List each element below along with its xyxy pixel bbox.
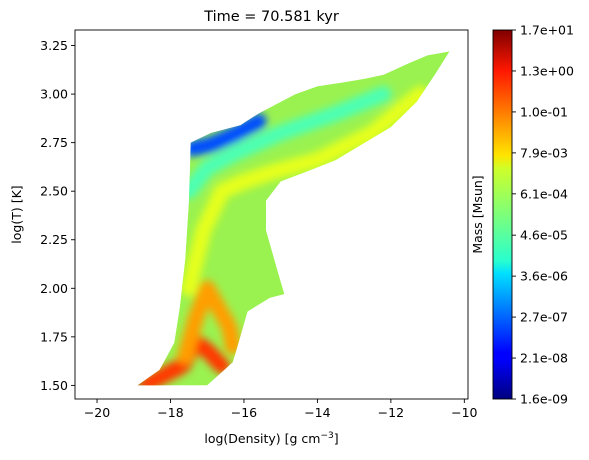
plot-frame — [74, 29, 469, 400]
colorbar: 1.6e-09 2.1e-08 2.7e-07 3.6e-06 4.6e-05 6.1e-… — [470, 23, 574, 407]
x-axis-label-exponent: −3 — [320, 431, 333, 441]
intensity-ridge — [177, 280, 241, 365]
colorbar-ticks: 1.6e-09 2.1e-08 2.7e-07 3.6e-06 4.6e-05 6.1e-… — [512, 23, 574, 407]
y-tick-label: 3.00 — [40, 87, 68, 102]
intensity-ridge — [184, 113, 267, 157]
x-axis-label-main: log(Density) [g cm — [204, 431, 320, 446]
colorbar-tick-label: 1.7e+01 — [520, 23, 574, 38]
colorbar-tick-label: 4.6e-05 — [520, 228, 568, 243]
colorbar-tick-label: 2.1e-08 — [520, 351, 568, 366]
intensity-ridge — [180, 86, 392, 200]
x-axis-label-close: ] — [334, 431, 339, 446]
colorbar-tick-label: 6.1e-04 — [520, 186, 568, 201]
y-tick-label: 2.50 — [40, 184, 68, 199]
x-tick-label: −12 — [378, 405, 404, 420]
y-axis: 1.50 1.75 2.00 2.25 2.50 2.75 3.00 3.25 — [40, 38, 75, 393]
colorbar-gradient — [492, 29, 513, 400]
y-tick-label: 2.75 — [40, 135, 68, 150]
colorbar-tick-label: 1.6e-09 — [520, 392, 568, 407]
x-axis-label: log(Density) [g cm−3] — [204, 431, 338, 446]
x-tick-label: −20 — [84, 405, 110, 420]
colorbar-label: Mass [Msun] — [470, 175, 485, 253]
x-axis: −20 −18 −16 −14 −12 −10 — [84, 399, 478, 420]
y-tick-label: 2.25 — [40, 232, 68, 247]
colorbar-tick-label: 2.7e-07 — [520, 310, 568, 325]
colorbar-tick-label: 1.0e-01 — [520, 104, 568, 119]
intensity-ridge — [180, 86, 429, 297]
colorbar-tick-label: 3.6e-06 — [520, 269, 568, 284]
y-tick-label: 1.75 — [40, 329, 68, 344]
colorbar-tick-label: 1.3e+00 — [520, 63, 574, 78]
x-tick-label: −18 — [157, 405, 183, 420]
y-tick-label: 2.00 — [40, 281, 68, 296]
phase-density-region — [137, 51, 450, 386]
colorbar-tick-label: 7.9e-03 — [520, 145, 568, 160]
x-tick-label: −16 — [231, 405, 257, 420]
chart-title: Time = 70.581 kyr — [203, 9, 339, 25]
y-tick-label: 1.50 — [40, 378, 68, 393]
y-axis-label: log(T) [K] — [9, 185, 24, 243]
x-tick-label: −14 — [304, 405, 330, 420]
x-tick-label: −10 — [451, 405, 477, 420]
y-tick-label: 3.25 — [40, 38, 68, 53]
